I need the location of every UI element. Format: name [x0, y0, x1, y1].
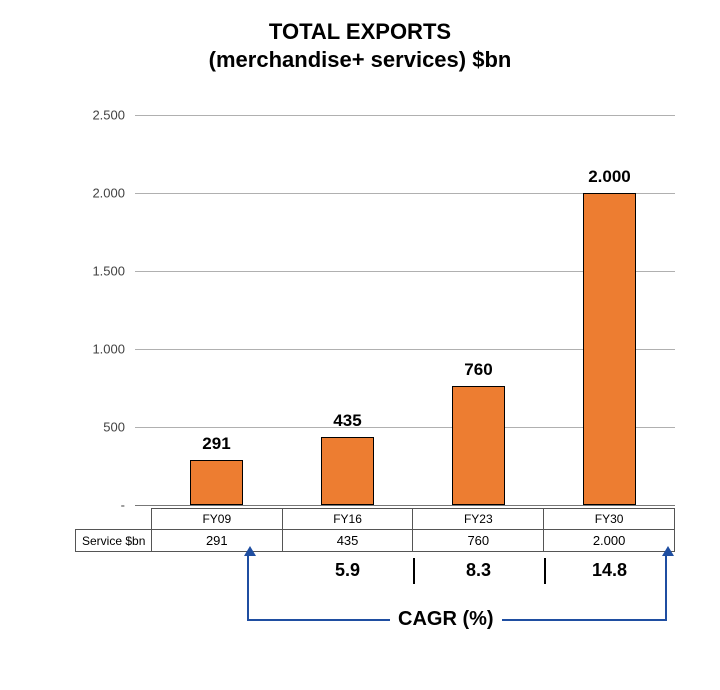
x-axis-line — [135, 505, 675, 506]
plot-area: -5001.0001.5002.0002.5002914357602.000 — [135, 115, 675, 505]
table-cell: 435 — [282, 530, 413, 552]
table-cell: 2.000 — [544, 530, 675, 552]
bar — [583, 193, 635, 505]
table-col-header: FY09 — [151, 509, 282, 530]
table-cell: 291 — [151, 530, 282, 552]
bar — [321, 437, 373, 505]
table-data-row: Service $bn 291 435 760 2.000 — [76, 530, 675, 552]
chart-title: TOTAL EXPORTS (merchandise+ services) $b… — [0, 0, 720, 73]
bar-value-label: 435 — [296, 411, 398, 431]
table-row-label: Service $bn — [76, 530, 152, 552]
y-tick-label: 2.000 — [92, 186, 135, 201]
bar — [452, 386, 504, 505]
y-tick-label: 1.500 — [92, 264, 135, 279]
chart-title-line2: (merchandise+ services) $bn — [0, 46, 720, 74]
table-col-header: FY30 — [544, 509, 675, 530]
y-tick-label: 2.500 — [92, 108, 135, 123]
arrow-left-icon — [244, 546, 256, 556]
chart-area: -5001.0001.5002.0002.5002914357602.000 — [75, 115, 675, 525]
table-corner-cell — [76, 509, 152, 530]
arrow-right-icon — [662, 546, 674, 556]
bar-value-label: 2.000 — [558, 167, 660, 187]
bar-value-label: 760 — [427, 360, 529, 380]
bar — [190, 460, 242, 505]
y-tick-label: 500 — [103, 420, 135, 435]
table-cell: 760 — [413, 530, 544, 552]
cagr-label: CAGR (%) — [390, 608, 502, 631]
y-tick-label: 1.000 — [92, 342, 135, 357]
gridline — [135, 115, 675, 116]
data-table: FY09 FY16 FY23 FY30 Service $bn 291 435 … — [75, 508, 675, 552]
table-col-header: FY23 — [413, 509, 544, 530]
bar-value-label: 291 — [165, 434, 267, 454]
table-header-row: FY09 FY16 FY23 FY30 — [76, 509, 675, 530]
table-col-header: FY16 — [282, 509, 413, 530]
chart-title-line1: TOTAL EXPORTS — [0, 18, 720, 46]
